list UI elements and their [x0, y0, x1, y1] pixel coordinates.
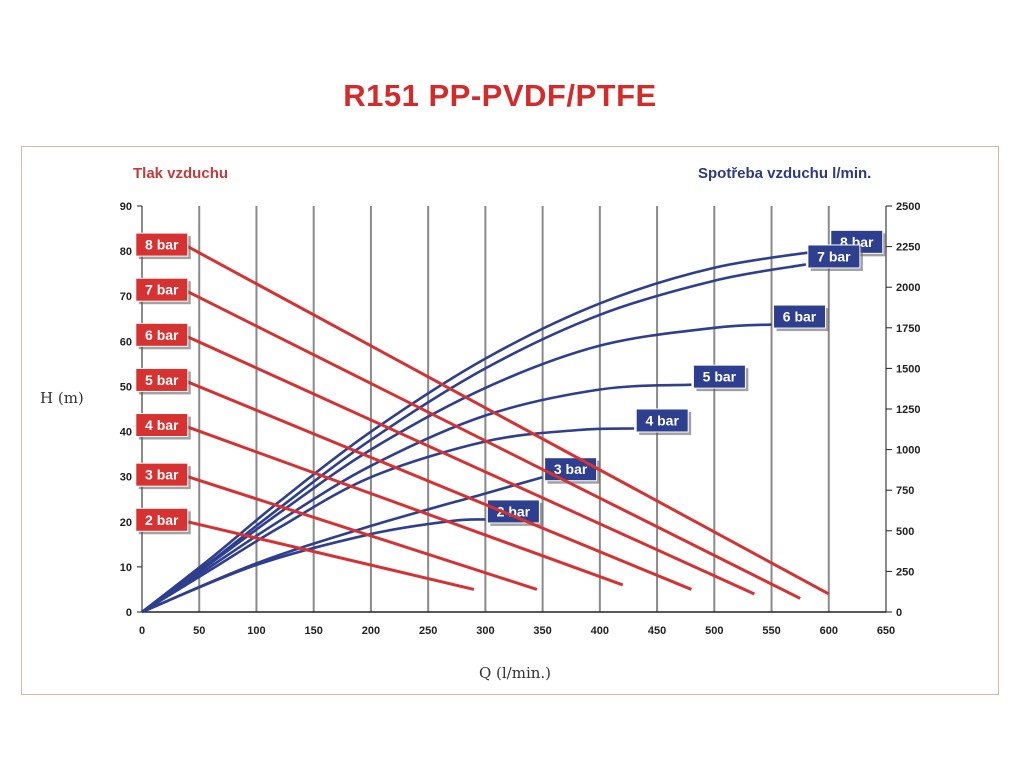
pressure-series-label-text: 2 bar — [145, 512, 179, 528]
pressure-line — [187, 380, 692, 591]
air-series-label-box — [635, 408, 689, 433]
pressure-series-label-box — [135, 277, 189, 302]
x-axis-title: Q (l/min.) — [479, 664, 551, 682]
y-tick-label: 10 — [120, 562, 132, 574]
y2-tick-label: 1000 — [896, 445, 920, 457]
chart-svg: Tlak vzduchu Spotřeba vzduchu l/min. H (… — [40, 165, 920, 682]
y2-tick-label: 500 — [896, 526, 914, 538]
y-axis-title: H (m) — [40, 389, 84, 407]
y2-tick-label: 2250 — [896, 242, 920, 254]
chart-title: R151 PP-PVDF/PTFE — [343, 78, 657, 113]
y-tick-label: 30 — [120, 472, 132, 484]
x-tick-label: 600 — [820, 625, 838, 637]
y2-tick-label: 1500 — [896, 363, 920, 375]
pressure-line — [187, 335, 755, 596]
pressure-line — [187, 475, 538, 591]
x-tick-label: 350 — [533, 625, 551, 637]
air-series-label-box — [807, 244, 861, 269]
left-axis-heading: Tlak vzduchu — [133, 165, 228, 182]
y2-tick-label: 750 — [896, 485, 914, 497]
x-tick-label: 200 — [362, 625, 380, 637]
air-series-label-text: 6 bar — [783, 309, 817, 325]
air-consumption-line — [141, 427, 635, 614]
air-consumption-line — [141, 475, 543, 614]
pressure-series-label-text: 8 bar — [145, 237, 179, 253]
y2-tick-label: 1750 — [896, 323, 920, 335]
pressure-series-label-text: 6 bar — [145, 327, 179, 343]
y-tick-label: 0 — [126, 607, 132, 619]
pressure-series-label-text: 7 bar — [145, 282, 179, 298]
right-axis-heading: Spotřeba vzduchu l/min. — [698, 165, 871, 182]
pressure-line — [187, 290, 801, 600]
pressure-series-label-text: 3 bar — [145, 467, 179, 483]
x-tick-label: 100 — [247, 625, 265, 637]
x-tick-label: 400 — [591, 625, 609, 637]
x-tick-label: 300 — [476, 625, 494, 637]
pressure-series-label-box — [135, 413, 189, 438]
x-tick-label: 450 — [648, 625, 666, 637]
y-tick-label: 70 — [120, 291, 132, 303]
pressure-series-label-text: 5 bar — [145, 372, 179, 388]
y2-tick-label: 250 — [896, 566, 914, 578]
air-series-label-box — [773, 304, 827, 329]
pressure-series-label-text: 4 bar — [145, 417, 179, 433]
pressure-series-label-box — [135, 367, 189, 392]
y2-tick-label: 0 — [896, 607, 902, 619]
air-series-label-text: 5 bar — [703, 369, 737, 385]
y-tick-label: 40 — [120, 427, 132, 439]
pressure-line — [187, 245, 830, 596]
pressure-series-label-box — [135, 322, 189, 347]
y2-tick-label: 1250 — [896, 404, 920, 416]
y-tick-label: 50 — [120, 381, 132, 393]
air-series-label-text: 7 bar — [817, 248, 851, 264]
y2-tick-label: 2500 — [896, 201, 920, 213]
air-consumption-line — [141, 518, 486, 614]
x-tick-label: 550 — [762, 625, 780, 637]
x-tick-label: 250 — [419, 625, 437, 637]
chart-frame: Tlak vzduchu Spotřeba vzduchu l/min. H (… — [21, 146, 999, 695]
y-tick-label: 60 — [120, 336, 132, 348]
air-series-label-text: 3 bar — [554, 461, 588, 477]
x-tick-label: 500 — [705, 625, 723, 637]
air-series-label-box — [692, 364, 746, 389]
air-series-label-text: 2 bar — [497, 503, 531, 519]
air-consumption-line — [141, 323, 772, 614]
y-tick-label: 20 — [120, 517, 132, 529]
pressure-series-label-box — [135, 462, 189, 487]
air-series-label-box — [486, 499, 540, 524]
pressure-line — [187, 425, 624, 587]
y-tick-label: 90 — [120, 201, 132, 213]
pressure-series-label-box — [135, 232, 189, 257]
air-series-label-text: 4 bar — [645, 412, 679, 428]
pressure-series-label-box — [135, 507, 189, 532]
x-tick-label: 150 — [305, 625, 323, 637]
y-tick-label: 80 — [120, 246, 132, 258]
pressure-line — [187, 520, 475, 591]
x-tick-label: 650 — [877, 625, 895, 637]
y2-tick-label: 2000 — [896, 282, 920, 294]
x-tick-label: 0 — [139, 625, 145, 637]
air-consumption-line — [141, 263, 807, 614]
x-tick-label: 50 — [193, 625, 205, 637]
air-consumption-line — [141, 383, 692, 614]
